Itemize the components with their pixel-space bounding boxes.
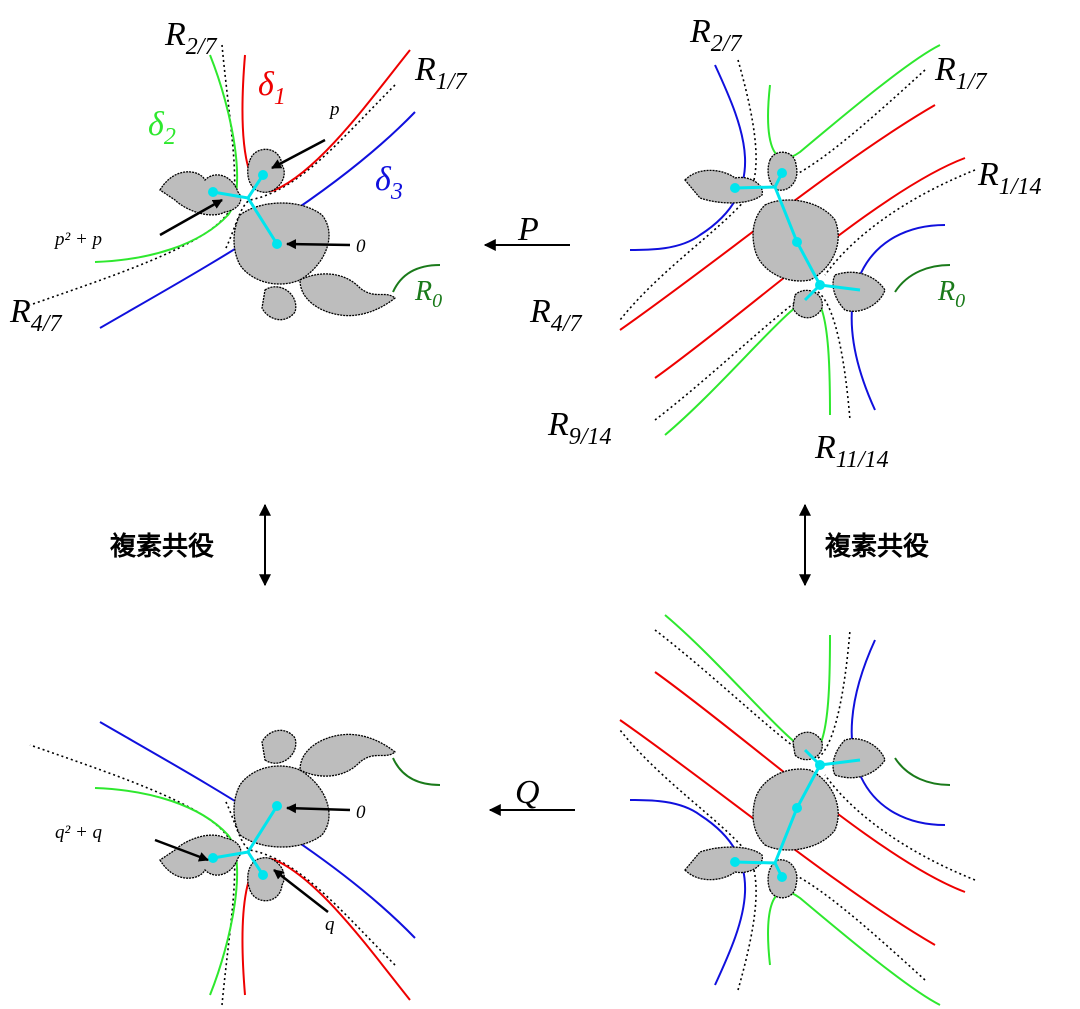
label-part: 2 xyxy=(164,124,176,150)
julia-panel-bottom-left xyxy=(30,722,440,1005)
ray-label: R2/7 xyxy=(164,16,217,60)
conjugation-label: 複素共役 xyxy=(825,531,929,562)
point-label: 0 xyxy=(356,236,366,257)
conjugation-label: 複素共役 xyxy=(110,531,214,562)
label-part: 4/7 xyxy=(551,311,583,337)
map-label: P xyxy=(517,211,539,248)
label-part: 1/7 xyxy=(956,69,988,95)
label-part: 3 xyxy=(390,179,403,205)
label-part: R xyxy=(937,276,955,307)
ray-label: R1/14 xyxy=(977,156,1041,200)
label-part: R xyxy=(977,156,999,193)
ray-label: R0 xyxy=(414,276,442,312)
ray-label: R1/7 xyxy=(414,51,467,95)
label-part: R xyxy=(414,51,436,88)
label-part: R xyxy=(164,16,186,53)
ray-label: R4/7 xyxy=(529,293,582,337)
label-part: 4/7 xyxy=(31,311,63,337)
label-part: 11/14 xyxy=(836,447,889,473)
point-label: p xyxy=(328,99,340,120)
label-part: δ xyxy=(258,66,275,103)
label-part: R xyxy=(689,13,711,50)
label-part: 9/14 xyxy=(569,424,612,450)
label-part: 1/14 xyxy=(999,174,1042,200)
point-label: 0 xyxy=(356,802,366,823)
label-part: 1 xyxy=(274,84,286,110)
label-part: R xyxy=(529,293,551,330)
label-part: δ xyxy=(375,161,392,198)
point-label: q xyxy=(325,914,335,935)
label-part: 1/7 xyxy=(436,69,468,95)
label-part: 0 xyxy=(432,290,442,312)
label-part: 2/7 xyxy=(711,31,743,57)
map-label: Q xyxy=(515,774,540,811)
label-part: R xyxy=(9,293,31,330)
point-label: p² + p xyxy=(53,229,102,250)
label-part: R xyxy=(547,406,569,443)
ray-label: R1/7 xyxy=(934,51,987,95)
ray-label: δ3 xyxy=(375,161,403,205)
label-part: 0 xyxy=(955,290,965,312)
ray-label: R2/7 xyxy=(689,13,742,57)
label-part: R xyxy=(414,276,432,307)
ray-label: δ2 xyxy=(148,106,176,150)
ray-label: R9/14 xyxy=(547,406,611,450)
ray-label: δ1 xyxy=(258,66,286,110)
point-label: q² + q xyxy=(55,822,103,843)
ray-label: R0 xyxy=(937,276,965,312)
ray-label: R4/7 xyxy=(9,293,62,337)
julia-panel-bottom-right xyxy=(620,615,975,1005)
label-part: 2/7 xyxy=(186,34,218,60)
julia-panel-top-right xyxy=(620,45,975,435)
label-part: R xyxy=(934,51,956,88)
label-part: δ xyxy=(148,106,165,143)
ray-label: R11/14 xyxy=(814,429,889,473)
label-part: R xyxy=(814,429,836,466)
diagram: P Q 複素共役 複素共役 R2/7 δ1 R1/7 δ2 δ3 R4/7 R0… xyxy=(0,0,1080,1009)
